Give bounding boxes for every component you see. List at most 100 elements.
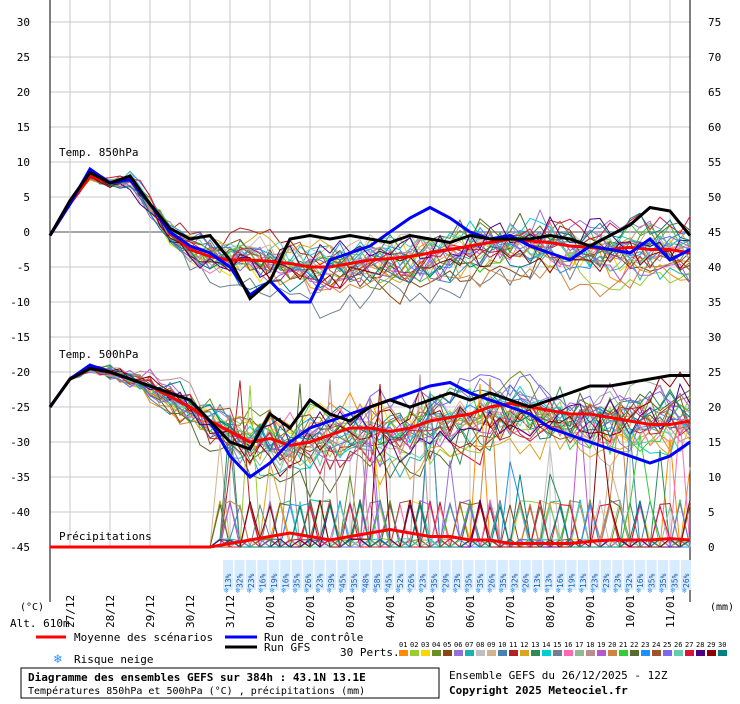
pert-legend-swatch [399, 650, 408, 656]
pert-legend-swatch [597, 650, 606, 656]
perturbation-legend: 01 02 03 04 05 06 07 08 09 10 11 12 13 14 15 16 17 18 19 20… [399, 641, 727, 656]
left-tick-label: 15 [17, 121, 30, 134]
snow-risk-value: 32% [625, 573, 634, 588]
pert-legend-swatch [718, 650, 727, 656]
snow-risk-cell [429, 560, 440, 590]
x-axis-labels: 27/12 28/12 29/12 30/12 31/12 01/01 02/01 03/01… [64, 595, 677, 628]
snow-risk-value: 16% [556, 573, 565, 588]
snow-risk-cell [463, 560, 474, 590]
snow-risk-cell [303, 560, 314, 590]
snow-risk-cell [383, 560, 394, 590]
pert-legend-label: 10 [498, 641, 506, 649]
pert-legend-label: 24 [652, 641, 660, 649]
snow-risk-value: 52% [396, 573, 405, 588]
pert-legend-swatch [531, 650, 540, 656]
pert-line [49, 170, 691, 282]
copyright: Copyright 2025 Meteociel.fr [449, 684, 628, 697]
snow-risk-value: 35% [430, 573, 439, 588]
pert-legend-swatch [575, 650, 584, 656]
x-tick-label: 01/01 [264, 595, 277, 628]
snowflake-icon: ❄ [419, 586, 424, 595]
pert-legend-swatch [410, 650, 419, 656]
snow-risk-cell [440, 560, 451, 590]
snow-risk-value: 23% [613, 573, 622, 588]
plot-area [50, 0, 690, 547]
x-tick-label: 29/12 [144, 595, 157, 628]
snow-risk-cell [371, 560, 382, 590]
pert-legend-swatch [586, 650, 595, 656]
snow-risk-cell [577, 560, 588, 590]
legend-gfs-label: Run GFS [264, 641, 310, 654]
snow-risk-cell [452, 560, 462, 590]
pert-legend-label: 12 [520, 641, 528, 649]
legend-snow-label: Risque neige [74, 653, 153, 666]
snow-risk-value: 13% [224, 573, 233, 588]
snow-risk-value: 45% [384, 573, 393, 588]
chart-grid [49, 0, 691, 602]
snowflake-icon: ❄ [510, 586, 515, 595]
left-tick-label: -5 [17, 261, 30, 274]
snow-risk-cell [245, 560, 256, 590]
pert-legend-label: 05 [443, 641, 451, 649]
snow-risk-value: 32% [235, 573, 244, 588]
pert-legend-label: 02 [410, 641, 418, 649]
pert-legend-label: 13 [531, 641, 539, 649]
right-tick-label: 20 [708, 401, 721, 414]
snowflake-icon: ❄ [625, 586, 630, 595]
right-tick-label: 25 [708, 366, 721, 379]
snow-risk-value: 35% [350, 573, 359, 588]
pert-legend-swatch [619, 650, 628, 656]
snowflake-icon: ❄ [464, 586, 469, 595]
snow-risk-cell [474, 560, 485, 590]
right-tick-label: 70 [708, 51, 721, 64]
pert-legend-swatch [443, 650, 452, 656]
snow-risk-value: 23% [419, 573, 428, 588]
pert-line [49, 368, 691, 467]
snow-risk-cell [234, 560, 245, 590]
panel-label-t850: Temp. 850hPa [59, 146, 138, 159]
left-tick-label: -40 [10, 506, 30, 519]
pert-legend-swatch [652, 650, 661, 656]
snow-risk-value: 35% [293, 573, 302, 588]
snow-risk-value: 23% [602, 573, 611, 588]
pert-legend-swatch [520, 650, 529, 656]
snow-risk-value: 19% [270, 573, 279, 588]
pert-line [49, 176, 691, 293]
snow-risk-value: 35% [499, 573, 508, 588]
snow-risk-cell [257, 560, 268, 590]
snowflake-icon: ❄ [499, 586, 504, 595]
x-tick-label: 30/12 [184, 595, 197, 628]
x-tick-label: 04/01 [384, 595, 397, 628]
snow-risk-value: 13% [579, 573, 588, 588]
x-tick-label: 10/01 [624, 595, 637, 628]
snow-risk-value: 26% [407, 573, 416, 588]
right-tick-label: 60 [708, 121, 721, 134]
snow-risk-value: 23% [590, 573, 599, 588]
pert-legend-swatch [663, 650, 672, 656]
pert-line [49, 364, 691, 478]
pert-legend-label: 25 [663, 641, 671, 649]
snowflake-icon: ❄ [671, 586, 676, 595]
snow-risk-cell [646, 560, 657, 590]
snowflake-icon: ❄ [442, 586, 447, 595]
pert-legend-label: 22 [630, 641, 638, 649]
x-tick-label: 06/01 [464, 595, 477, 628]
run-info: Ensemble GEFS du 26/12/2025 - 12Z [449, 669, 668, 682]
pert-legend-swatch [608, 650, 617, 656]
pert-legend-label: 04 [432, 641, 440, 649]
pert-line [49, 365, 691, 467]
snowflake-icon: ❄ [373, 586, 378, 595]
snow-risk-cell [406, 560, 417, 590]
snowflake-icon: ❄ [533, 586, 538, 595]
right-tick-label: 55 [708, 156, 721, 169]
snow-risk-value: 32% [510, 573, 519, 588]
snowflake-icon: ❄ [350, 586, 355, 595]
pert-legend-label: 30 [718, 641, 726, 649]
snowflake-icon: ❄ [522, 586, 527, 595]
snow-risk-cell [635, 560, 646, 590]
pert-legend-label: 14 [542, 641, 550, 649]
snow-risk-value: 26% [304, 573, 313, 588]
snow-risk-cell [623, 560, 634, 590]
